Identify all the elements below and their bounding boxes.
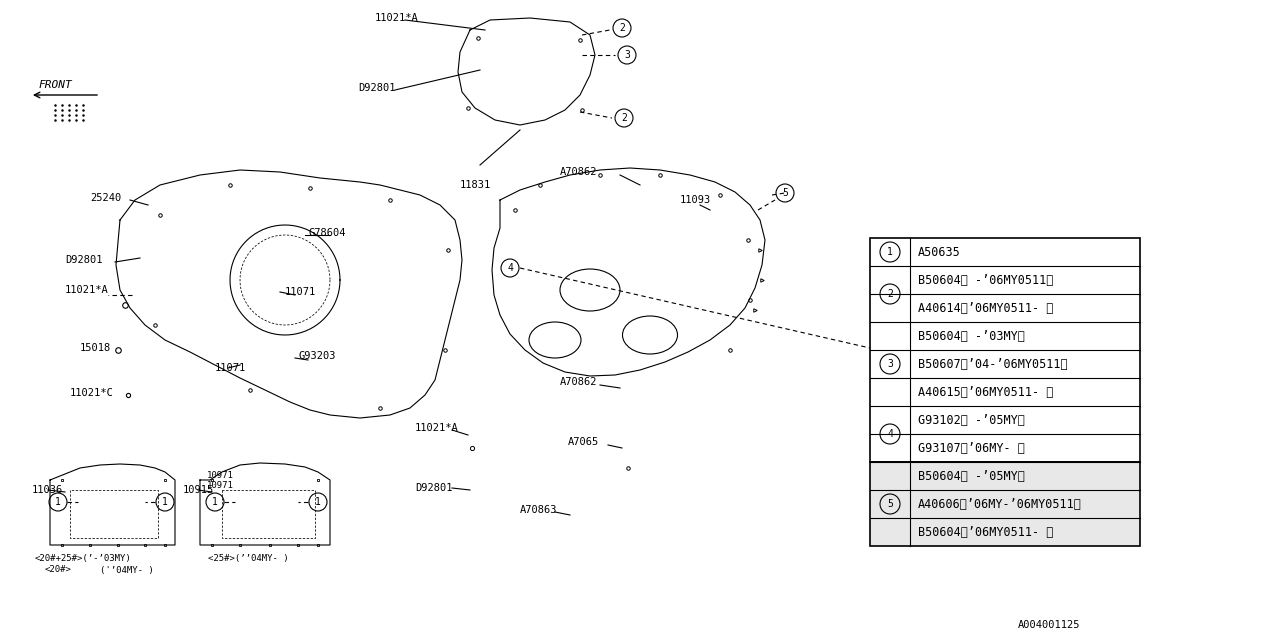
- Text: 3: 3: [625, 50, 630, 60]
- Text: FRONT: FRONT: [38, 80, 72, 90]
- Text: D92801: D92801: [65, 255, 102, 265]
- Text: 5: 5: [887, 499, 893, 509]
- Text: B50604（ -’03MY）: B50604（ -’03MY）: [918, 330, 1025, 342]
- Text: 11021*C: 11021*C: [70, 388, 114, 398]
- Text: B50607（’04-’06MY0511）: B50607（’04-’06MY0511）: [918, 358, 1068, 371]
- Text: B50604（’06MY0511- ）: B50604（’06MY0511- ）: [918, 525, 1053, 538]
- Text: 11021*A: 11021*A: [375, 13, 419, 23]
- Text: A70862: A70862: [561, 377, 598, 387]
- Text: A40615（’06MY0511- ）: A40615（’06MY0511- ）: [918, 385, 1053, 399]
- Text: 2: 2: [620, 23, 625, 33]
- Text: 11036: 11036: [32, 485, 63, 495]
- Bar: [870, 462, 1140, 546]
- Text: A70862: A70862: [561, 167, 598, 177]
- Text: G93203: G93203: [298, 351, 335, 361]
- Text: A50635: A50635: [918, 246, 961, 259]
- Text: 10915: 10915: [183, 485, 214, 495]
- Text: A7065: A7065: [568, 437, 599, 447]
- Text: 10971: 10971: [207, 481, 234, 490]
- Text: 11021*A: 11021*A: [65, 285, 109, 295]
- Text: G93102（ -’05MY）: G93102（ -’05MY）: [918, 413, 1025, 426]
- Text: 11093: 11093: [680, 195, 712, 205]
- Text: 11831: 11831: [460, 180, 492, 190]
- Text: 2: 2: [887, 289, 893, 299]
- Text: 1: 1: [55, 497, 61, 507]
- Text: G93107（’06MY- ）: G93107（’06MY- ）: [918, 442, 1025, 454]
- Text: <20#+25#>(’-’03MY): <20#+25#>(’-’03MY): [35, 554, 132, 563]
- Text: 1: 1: [212, 497, 218, 507]
- Text: 11071: 11071: [285, 287, 316, 297]
- Text: B50604（ -’06MY0511）: B50604（ -’06MY0511）: [918, 273, 1053, 287]
- Text: 1: 1: [315, 497, 321, 507]
- Text: <25#>(’’04MY- ): <25#>(’’04MY- ): [209, 554, 288, 563]
- Text: 15018: 15018: [81, 343, 111, 353]
- Text: A40614（’06MY0511- ）: A40614（’06MY0511- ）: [918, 301, 1053, 314]
- Text: <20#>: <20#>: [45, 566, 72, 575]
- Text: 1: 1: [887, 247, 893, 257]
- Text: A70863: A70863: [520, 505, 558, 515]
- Text: 4: 4: [507, 263, 513, 273]
- Text: 25240: 25240: [90, 193, 122, 203]
- Text: 4: 4: [887, 429, 893, 439]
- Text: 11071: 11071: [215, 363, 246, 373]
- Text: A40606（’06MY-’06MY0511）: A40606（’06MY-’06MY0511）: [918, 497, 1082, 511]
- Text: 10971: 10971: [207, 470, 234, 479]
- Text: 2: 2: [621, 113, 627, 123]
- Text: 1: 1: [163, 497, 168, 507]
- Text: ('’04MY- ): ('’04MY- ): [100, 566, 154, 575]
- Text: G78604: G78604: [308, 228, 346, 238]
- Text: 11021*A: 11021*A: [415, 423, 458, 433]
- Text: D92801: D92801: [358, 83, 396, 93]
- Text: D92801: D92801: [415, 483, 453, 493]
- Text: 3: 3: [887, 359, 893, 369]
- Bar: [870, 238, 1140, 462]
- Text: 5: 5: [782, 188, 788, 198]
- Text: A004001125: A004001125: [1018, 620, 1080, 630]
- Text: B50604（ -’05MY）: B50604（ -’05MY）: [918, 470, 1025, 483]
